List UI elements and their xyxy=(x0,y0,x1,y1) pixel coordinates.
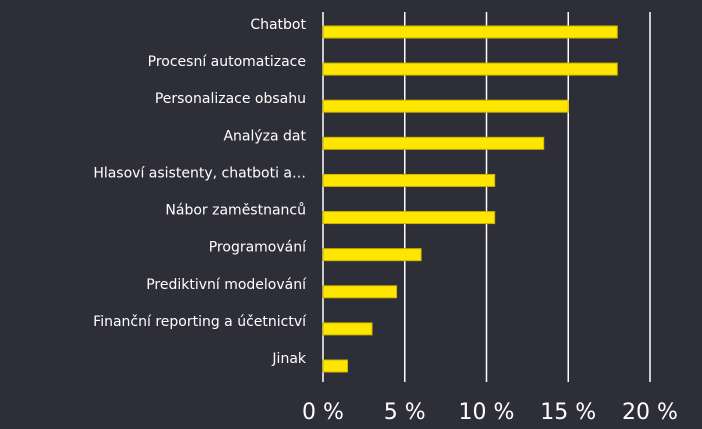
bar xyxy=(322,62,618,76)
bar xyxy=(322,248,422,262)
category-label: Personalizace obsahu xyxy=(155,91,306,107)
bar xyxy=(322,99,569,113)
bar xyxy=(322,136,545,150)
category-label: Prediktivní modelování xyxy=(146,277,307,293)
category-label: Programování xyxy=(209,240,307,256)
category-label: Procesní automatizace xyxy=(148,54,306,70)
bar xyxy=(322,25,618,39)
bar xyxy=(322,211,496,225)
x-tick-label: 20 % xyxy=(622,400,678,425)
x-tick-label: 0 % xyxy=(302,400,344,425)
category-label: Analýza dat xyxy=(223,128,306,144)
bar xyxy=(322,285,398,299)
x-tick-label: 5 % xyxy=(384,400,426,425)
category-label: Hlasoví asistenty, chatboti a… xyxy=(93,165,306,181)
x-tick-label: 15 % xyxy=(540,400,596,425)
bar xyxy=(322,173,496,187)
bar xyxy=(322,322,373,336)
category-label: Nábor zaměstnanců xyxy=(165,203,306,219)
category-label: Finanční reporting a účetnictví xyxy=(93,314,307,330)
bar xyxy=(322,359,349,373)
category-label: Jinak xyxy=(271,351,306,367)
category-label: Chatbot xyxy=(250,17,306,33)
x-tick-label: 10 % xyxy=(459,400,515,425)
